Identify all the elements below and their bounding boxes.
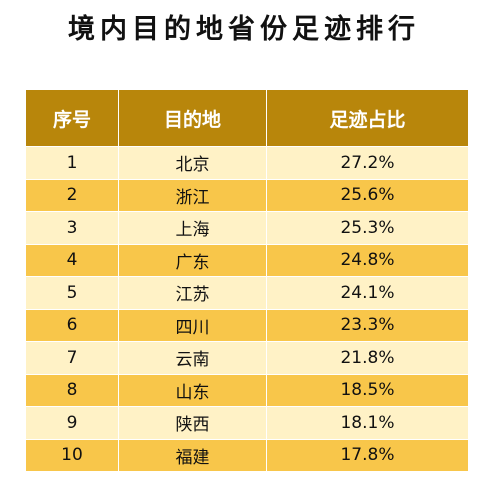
rank-cell: 2 (25, 178, 119, 212)
ranking-table: 序号 目的地 足迹占比 1 北京 27.2% 2 浙江 25.6% 3 上海 2… (25, 89, 469, 472)
share-cell: 17.8% (266, 438, 469, 472)
table-row: 4 广东 24.8% (25, 243, 469, 277)
rank-cell: 4 (25, 243, 119, 277)
header-destination: 目的地 (118, 89, 267, 147)
table-row: 10 福建 17.8% (25, 438, 469, 472)
rank-cell: 1 (25, 146, 119, 180)
destination-cell: 四川 (118, 308, 267, 342)
share-cell: 25.6% (266, 178, 469, 212)
share-cell: 18.5% (266, 373, 469, 407)
share-cell: 27.2% (266, 146, 469, 180)
table-row: 9 陕西 18.1% (25, 406, 469, 440)
header-rank: 序号 (25, 89, 119, 147)
header-row: 序号 目的地 足迹占比 (25, 89, 469, 147)
rank-cell: 6 (25, 308, 119, 342)
table-row: 1 北京 27.2% (25, 146, 469, 180)
destination-cell: 陕西 (118, 406, 267, 440)
destination-cell: 广东 (118, 243, 267, 277)
table-row: 5 江苏 24.1% (25, 276, 469, 310)
table-header: 序号 目的地 足迹占比 (25, 89, 469, 147)
table-row: 7 云南 21.8% (25, 341, 469, 375)
share-cell: 21.8% (266, 341, 469, 375)
destination-cell: 江苏 (118, 276, 267, 310)
share-cell: 24.8% (266, 243, 469, 277)
rank-cell: 10 (25, 438, 119, 472)
destination-cell: 上海 (118, 211, 267, 245)
destination-cell: 云南 (118, 341, 267, 375)
destination-cell: 浙江 (118, 178, 267, 212)
table-row: 6 四川 23.3% (25, 308, 469, 342)
share-cell: 18.1% (266, 406, 469, 440)
share-cell: 25.3% (266, 211, 469, 245)
table-row: 8 山东 18.5% (25, 373, 469, 407)
table-row: 3 上海 25.3% (25, 211, 469, 245)
destination-cell: 福建 (118, 438, 267, 472)
rank-cell: 5 (25, 276, 119, 310)
rank-cell: 3 (25, 211, 119, 245)
table-body: 1 北京 27.2% 2 浙江 25.6% 3 上海 25.3% 4 广东 24… (25, 146, 469, 472)
rank-cell: 9 (25, 406, 119, 440)
destination-cell: 山东 (118, 373, 267, 407)
destination-cell: 北京 (118, 146, 267, 180)
table-row: 2 浙江 25.6% (25, 178, 469, 212)
rank-cell: 7 (25, 341, 119, 375)
rank-cell: 8 (25, 373, 119, 407)
header-share: 足迹占比 (266, 89, 469, 147)
share-cell: 24.1% (266, 276, 469, 310)
share-cell: 23.3% (266, 308, 469, 342)
page-title: 境内目的地省份足迹排行 (68, 14, 420, 45)
